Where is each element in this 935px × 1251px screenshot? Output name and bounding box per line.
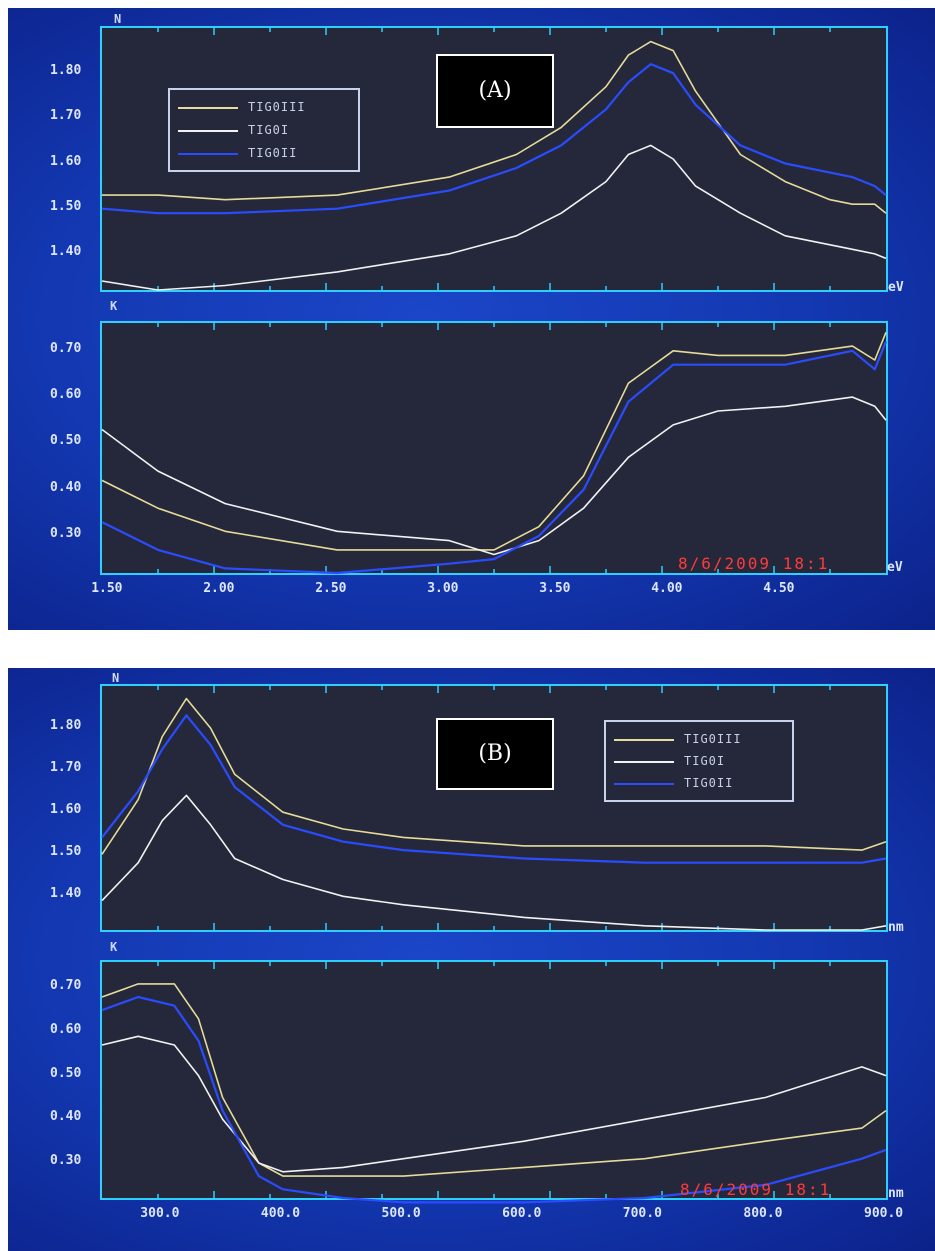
y-tick-label: 1.50 — [50, 198, 82, 214]
k-plot-area-b — [100, 960, 888, 1204]
x-tick-label: 2.50 — [315, 581, 347, 596]
y-tick-label: 1.50 — [50, 844, 82, 860]
plot-curves-svg — [101, 962, 887, 1204]
y-tick-label: 0.30 — [50, 525, 82, 541]
legend-label: TIG0II — [248, 146, 298, 160]
legend-swatch — [178, 107, 238, 109]
x-tick-label: 1.50 — [91, 581, 123, 596]
x-tick-label: 700.0 — [622, 1206, 662, 1221]
y-tick-label: 1.80 — [50, 63, 82, 79]
x-tick-label: 4.00 — [651, 581, 683, 596]
n-axis-label: N — [112, 671, 120, 685]
x-tick-label: 600.0 — [502, 1206, 542, 1221]
x-tick-label: 3.50 — [539, 581, 571, 596]
legend-label: TIG0I — [248, 123, 290, 137]
legend-b: TIG0III TIG0I TIG0II — [604, 720, 794, 802]
x-unit-a-bottom: eV — [887, 560, 903, 575]
y-tick-label: 0.70 — [50, 340, 82, 356]
plot-curves-svg — [101, 323, 888, 575]
y-tick-label: 0.30 — [50, 1153, 82, 1169]
series-line-tig0i — [101, 396, 887, 556]
y-tick-label: 0.40 — [50, 479, 82, 495]
series-line-tig0iii — [102, 40, 887, 214]
series-line-tig0ii — [101, 714, 887, 864]
legend-swatch — [614, 783, 674, 785]
panel-label-a: (A) — [436, 54, 554, 128]
legend-label: TIG0II — [684, 776, 734, 790]
series-line-tig0i — [101, 794, 887, 931]
x-tick-label: 4.50 — [763, 581, 795, 596]
series-line-tig0i — [101, 1035, 887, 1173]
k-axis-label: K — [110, 940, 118, 954]
series-line-tig0iii — [101, 332, 887, 551]
x-unit-b-bottom: nm — [888, 1186, 904, 1201]
legend-swatch — [614, 739, 674, 741]
x-tick-label: 500.0 — [381, 1206, 421, 1221]
x-tick-label: 2.00 — [203, 581, 235, 596]
x-tick-label: 400.0 — [260, 1206, 301, 1221]
y-tick-label: 0.60 — [50, 1021, 82, 1037]
y-tick-label: 0.40 — [50, 1109, 82, 1125]
legend-a: TIG0III TIG0I TIG0II — [168, 88, 360, 172]
x-unit-a-top: eV — [888, 280, 904, 295]
y-tick-label: 1.80 — [50, 718, 82, 734]
x-unit-b-top: nm — [888, 920, 904, 935]
y-tick-label: 1.70 — [50, 760, 82, 776]
legend-swatch — [178, 153, 238, 155]
y-tick-label: 0.70 — [50, 978, 82, 994]
series-line-tig0iii — [101, 983, 887, 1177]
y-tick-label: 1.60 — [50, 802, 82, 818]
y-tick-label: 1.70 — [50, 108, 82, 124]
legend-label: TIG0III — [248, 100, 306, 114]
x-tick-label: 300.0 — [140, 1206, 180, 1221]
y-tick-label: 0.60 — [50, 387, 82, 403]
legend-label: TIG0I — [684, 754, 726, 768]
n-axis-label: N — [114, 12, 122, 26]
timestamp-a: 8/6/2009 18:1 — [678, 554, 830, 573]
y-tick-label: 0.50 — [50, 1065, 82, 1081]
series-line-tig0i — [101, 144, 887, 291]
x-tick-label: 3.00 — [427, 581, 459, 596]
screen-panel-a: N eV K eV TIG0III TIG0I TIG0II (A) 8/6/2… — [8, 8, 935, 630]
k-plot-area-a — [100, 321, 888, 575]
plot-curves-svg — [101, 686, 887, 931]
y-tick-label: 1.40 — [50, 243, 82, 259]
panel-label-b: (B) — [436, 718, 554, 790]
timestamp-b: 8/6/2009 18:1 — [680, 1180, 832, 1199]
screen-panel-b: N nm K nm TIG0III TIG0I TIG0II (B) 8/6/2… — [8, 668, 935, 1251]
series-line-tig0ii — [101, 341, 888, 575]
y-tick-label: 1.40 — [50, 886, 82, 902]
series-line-tig0iii — [101, 697, 887, 855]
k-axis-label: K — [110, 299, 118, 313]
x-tick-label: 800.0 — [743, 1206, 783, 1221]
plot-curves-svg — [101, 28, 887, 291]
x-tick-label: 900.0 — [864, 1206, 904, 1221]
legend-label: TIG0III — [684, 732, 742, 746]
legend-swatch — [178, 130, 238, 132]
series-line-tig0ii — [101, 62, 887, 215]
series-line-tig0ii — [101, 995, 887, 1204]
y-tick-label: 1.60 — [50, 153, 82, 169]
legend-swatch — [614, 761, 674, 763]
y-tick-label: 0.50 — [50, 433, 82, 449]
